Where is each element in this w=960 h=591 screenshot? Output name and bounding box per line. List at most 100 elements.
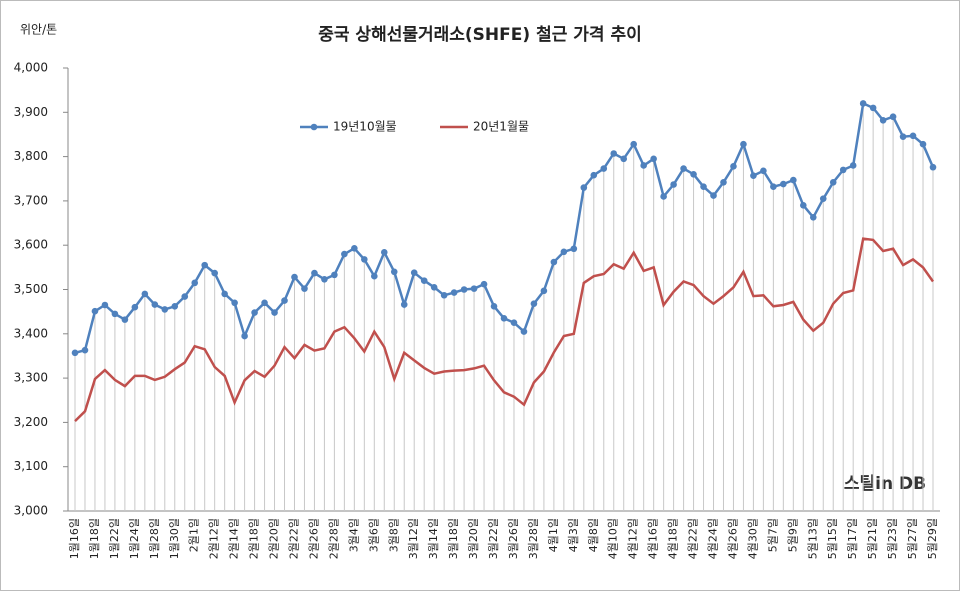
point bbox=[311, 269, 318, 277]
x-tick-label: 5월17일 bbox=[845, 518, 859, 559]
point bbox=[161, 306, 169, 313]
point bbox=[610, 150, 618, 157]
point bbox=[71, 349, 79, 357]
x-tick-label: 5월27일 bbox=[905, 518, 919, 559]
x-tick-label: 2월12일 bbox=[207, 518, 221, 559]
x-tick-label: 4월30일 bbox=[745, 518, 759, 559]
point bbox=[879, 116, 887, 124]
point bbox=[570, 245, 578, 253]
x-tick-label: 3월6일 bbox=[366, 518, 380, 552]
point bbox=[380, 248, 388, 256]
point bbox=[740, 140, 747, 148]
point bbox=[151, 301, 159, 308]
point bbox=[400, 301, 408, 308]
legend-marker bbox=[310, 123, 318, 131]
point bbox=[430, 283, 438, 291]
x-tick-label: 1월18일 bbox=[87, 518, 101, 559]
point bbox=[460, 286, 468, 293]
point bbox=[929, 163, 937, 171]
x-tick-label: 2월1일 bbox=[187, 518, 201, 552]
point bbox=[171, 303, 179, 310]
x-tick-label: 4월24일 bbox=[706, 518, 720, 559]
x-tick-label: 3월18일 bbox=[446, 518, 460, 559]
x-tick-label: 3월8일 bbox=[386, 518, 400, 552]
x-tick-label: 3월12일 bbox=[406, 518, 420, 559]
x-tick-label: 5월15일 bbox=[825, 518, 839, 559]
x-tick-label: 1월24일 bbox=[127, 518, 141, 559]
point bbox=[181, 293, 189, 300]
point bbox=[710, 192, 717, 199]
point bbox=[720, 178, 727, 186]
x-tick-label: 1월22일 bbox=[107, 518, 121, 559]
x-tick-label: 4월8일 bbox=[586, 518, 600, 552]
x-tick-label: 3월20일 bbox=[466, 518, 480, 559]
point bbox=[899, 133, 907, 140]
x-tick-label: 3월4일 bbox=[346, 518, 360, 552]
x-tick-label: 1월16일 bbox=[67, 518, 81, 559]
point bbox=[750, 172, 757, 179]
y-tick-label: 3,200 bbox=[14, 415, 48, 429]
point bbox=[371, 272, 378, 280]
x-tick-label: 5월9일 bbox=[785, 518, 799, 552]
point bbox=[301, 285, 308, 292]
point bbox=[660, 193, 667, 200]
point bbox=[390, 268, 398, 276]
point bbox=[520, 328, 528, 335]
point bbox=[261, 299, 268, 307]
point bbox=[680, 165, 687, 172]
x-tick-label: 4월18일 bbox=[666, 518, 680, 559]
point bbox=[81, 346, 89, 354]
point bbox=[410, 269, 418, 276]
point bbox=[141, 290, 149, 298]
point bbox=[420, 277, 428, 284]
y-tick-label: 3,600 bbox=[14, 238, 48, 252]
x-tick-label: 4월1일 bbox=[546, 518, 560, 552]
point bbox=[500, 314, 508, 322]
point bbox=[111, 310, 119, 318]
point bbox=[341, 250, 348, 258]
point bbox=[470, 285, 478, 292]
y-tick-label: 3,400 bbox=[14, 326, 48, 340]
point bbox=[101, 301, 109, 309]
x-tick-label: 2월18일 bbox=[247, 518, 261, 559]
x-tick-label: 2월26일 bbox=[306, 518, 320, 559]
point bbox=[480, 280, 488, 288]
y-tick-label: 3,000 bbox=[14, 504, 48, 518]
x-tick-label: 1월30일 bbox=[167, 518, 181, 559]
point bbox=[839, 166, 847, 174]
x-tick-label: 5월13일 bbox=[805, 518, 819, 559]
point bbox=[859, 100, 867, 107]
point bbox=[770, 183, 777, 191]
point bbox=[819, 195, 827, 202]
point bbox=[600, 165, 608, 172]
point bbox=[490, 303, 498, 310]
point bbox=[809, 213, 817, 221]
y-tick-label: 3,100 bbox=[14, 459, 48, 473]
x-tick-label: 2월20일 bbox=[267, 518, 281, 559]
point bbox=[580, 184, 588, 191]
x-tick-label: 5월7일 bbox=[765, 518, 779, 552]
point bbox=[630, 140, 637, 148]
x-tick-label: 5월23일 bbox=[885, 518, 899, 559]
watermark: 스틸in DB bbox=[844, 473, 926, 494]
point bbox=[281, 297, 288, 304]
point bbox=[670, 181, 677, 188]
point bbox=[540, 287, 548, 295]
point bbox=[131, 303, 139, 311]
x-tick-label: 3월22일 bbox=[486, 518, 500, 559]
point bbox=[869, 104, 877, 112]
x-tick-label: 4월26일 bbox=[725, 518, 739, 559]
x-tick-label: 3월26일 bbox=[506, 518, 520, 559]
y-tick-label: 4,000 bbox=[14, 61, 48, 75]
point bbox=[690, 171, 697, 178]
point bbox=[889, 113, 897, 121]
point bbox=[231, 299, 238, 307]
point bbox=[221, 290, 228, 298]
point bbox=[650, 155, 657, 163]
point bbox=[440, 291, 448, 299]
point bbox=[760, 167, 767, 175]
point bbox=[530, 300, 538, 307]
x-tick-label: 2월14일 bbox=[227, 518, 241, 559]
point bbox=[620, 155, 628, 163]
